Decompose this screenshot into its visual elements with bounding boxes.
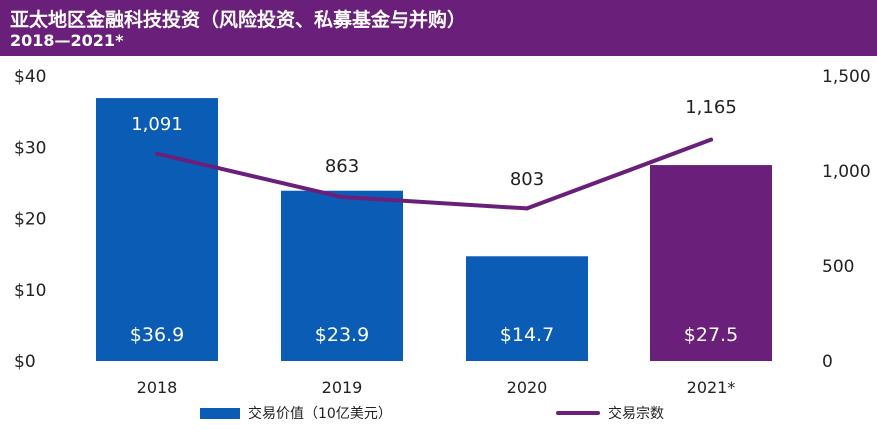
x-tick-label: 2020 [507, 378, 548, 397]
legend-label-deal-count: 交易宗数 [608, 406, 664, 422]
chart-title: 亚太地区金融科技投资（风险投资、私募基金与并购） [10, 9, 467, 31]
bar-2 [466, 256, 588, 361]
x-tick-label: 2019 [322, 378, 363, 397]
y-left-tick-label: $30 [14, 138, 46, 158]
legend-item-deal-count: 交易宗数 [556, 402, 664, 424]
y-left-tick-label: $20 [14, 210, 46, 230]
bar-value-label: $23.9 [315, 324, 369, 346]
y-left-tick-label: $0 [14, 352, 36, 372]
bar-value-label: $27.5 [684, 324, 738, 346]
x-tick-label: 2021* [687, 378, 736, 397]
y-right-tick-label: 1,500 [822, 67, 871, 87]
y-right-tick-label: 0 [822, 352, 833, 372]
bar-value-label: $14.7 [500, 324, 554, 346]
deal-count-point [155, 151, 159, 156]
bar-3 [650, 165, 772, 361]
bar-0 [96, 98, 218, 362]
deal-count-label: 1,165 [685, 97, 737, 118]
bar-value-label: $36.9 [130, 324, 184, 346]
y-left-tick-label: $40 [14, 67, 46, 87]
deal-count-point [340, 195, 344, 200]
deal-count-point [709, 137, 713, 142]
y-right-tick-label: 1,000 [822, 162, 871, 182]
deal-count-label: 1,091 [131, 114, 183, 135]
deal-count-label: 803 [510, 169, 544, 190]
chart-header: 亚太地区金融科技投资（风险投资、私募基金与并购） 2018—2021* [0, 0, 877, 56]
legend-bar-swatch [200, 407, 240, 419]
deal-count-point [525, 206, 529, 211]
deal-count-label: 863 [325, 156, 359, 177]
x-tick-label: 2018 [137, 378, 178, 397]
y-right-tick-label: 500 [822, 257, 854, 277]
legend-item-deal-value: 交易价值（10亿美元） [200, 402, 392, 424]
y-left-tick-label: $10 [14, 281, 46, 301]
chart-subtitle: 2018—2021* [10, 31, 124, 50]
legend-line-swatch [556, 411, 600, 415]
legend-label-deal-value: 交易价值（10亿美元） [248, 406, 392, 422]
bar-1 [281, 190, 403, 361]
deal-count-line [155, 137, 713, 211]
